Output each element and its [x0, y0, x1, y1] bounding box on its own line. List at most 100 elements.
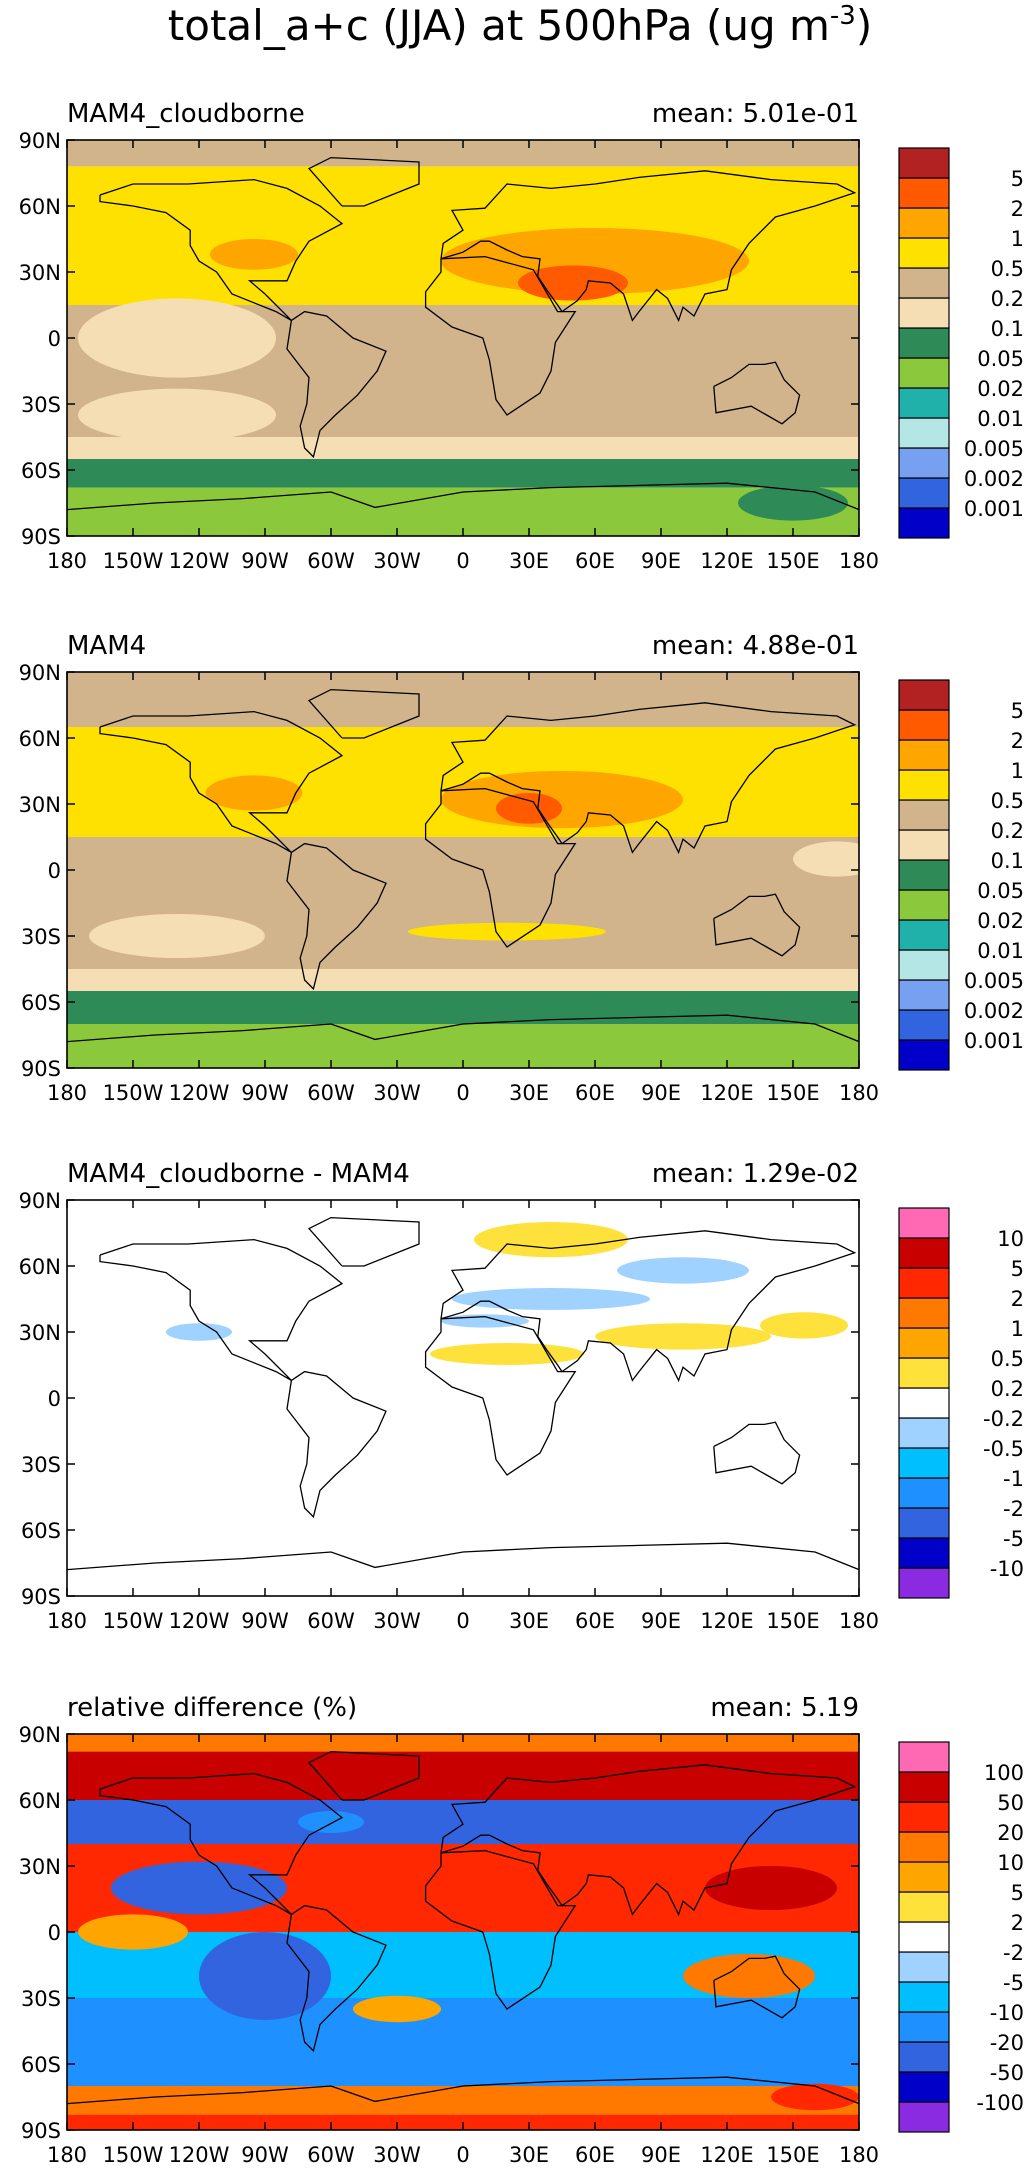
colorbar-label: 0.02 [977, 909, 1024, 933]
lon-label: 30W [373, 2143, 421, 2167]
lat-label: 0 [48, 859, 61, 883]
field-band [67, 1751, 859, 1800]
coastline [713, 1421, 801, 1485]
colorbar-swatch [898, 237, 950, 269]
colorbar-label: 0.1 [991, 317, 1024, 341]
colorbar-label: 2 [1011, 1287, 1024, 1311]
panels: MAM4_cloudborne mean: 5.01e-01 90N 60N 30N 0 3… [19, 99, 1024, 2167]
colorbar-label: 0.001 [964, 497, 1024, 521]
panel-label: MAM4_cloudborne - MAM4 [67, 1159, 410, 1189]
lon-label: 0 [456, 1609, 469, 1633]
colorbar-label: 100 [984, 1761, 1024, 1785]
colorbar-swatch [898, 1981, 950, 2013]
colorbar-label: 5 [1011, 1881, 1024, 1905]
colorbar-label: 0.01 [977, 407, 1024, 431]
colorbar-swatch [898, 1771, 950, 1803]
field-band [67, 1800, 859, 1844]
colorbar-label: -2 [1003, 1497, 1024, 1521]
colorbar-label: 10 [997, 1851, 1024, 1875]
lat-label: 30S [21, 1987, 61, 2011]
colorbar-swatch [898, 799, 950, 831]
colorbar-label: 2 [1011, 729, 1024, 753]
field-patch [595, 1323, 771, 1350]
colorbar-label: 0.5 [991, 257, 1024, 281]
colorbar-label: 0.001 [964, 1029, 1024, 1053]
colorbar-swatch [898, 1801, 950, 1833]
field-patch [617, 1257, 749, 1284]
coastline [307, 156, 420, 207]
colorbar-label: 0.2 [991, 819, 1024, 843]
lat-label: 90S [21, 2119, 61, 2143]
coastline [99, 178, 344, 321]
lon-label: 60W [307, 549, 355, 573]
panel-label: MAM4_cloudborne [67, 99, 305, 129]
coastline [67, 1542, 859, 1571]
lon-label: 90E [641, 549, 681, 573]
map-field [67, 672, 859, 1068]
lat-label: 60S [21, 2053, 61, 2077]
colorbar-swatch [898, 387, 950, 419]
colorbar-label: 0.002 [964, 467, 1024, 491]
field-patch [474, 1222, 628, 1258]
colorbar-swatch [898, 2041, 950, 2073]
panel-1: MAM4_cloudborne mean: 5.01e-01 90N 60N 30N 0 3… [19, 99, 1024, 573]
field-band [67, 1998, 859, 2086]
coastline [424, 1315, 577, 1476]
lon-label: 60E [575, 2143, 615, 2167]
field-band [67, 437, 859, 459]
field-patch [441, 771, 683, 829]
colorbar-label: 0.005 [964, 969, 1024, 993]
lon-label: 120E [700, 1081, 753, 1105]
lon-label: 60W [307, 1609, 355, 1633]
lon-label: 120W [169, 549, 230, 573]
colorbar-swatch [898, 829, 950, 861]
coastline [99, 1238, 344, 1381]
colorbar-label: -50 [990, 2061, 1024, 2085]
field-patch [199, 1932, 331, 2020]
coastline [713, 361, 801, 425]
colorbar-label: 5 [1011, 167, 1024, 191]
field-band [67, 991, 859, 1024]
panel-label: MAM4 [67, 631, 146, 661]
colorbar-label: 0.01 [977, 939, 1024, 963]
colorbar-swatch [898, 949, 950, 981]
lon-label: 30E [509, 1609, 549, 1633]
lon-label: 150W [103, 1081, 164, 1105]
field-patch [78, 1914, 188, 1950]
field-patch [78, 298, 276, 378]
colorbar-swatch [898, 1387, 950, 1419]
colorbar-label: 20 [997, 1821, 1024, 1845]
lon-label: 90E [641, 2143, 681, 2167]
field-band [67, 969, 859, 991]
colorbar-label: 1 [1011, 227, 1024, 251]
field-band [67, 2086, 859, 2115]
colorbar-label: -2 [1003, 1941, 1024, 1965]
field-patch [78, 388, 276, 442]
lat-label: 30S [21, 1453, 61, 1477]
colorbar-swatch [898, 1951, 950, 1983]
field-patch [111, 1861, 287, 1915]
lat-label: 60S [21, 991, 61, 1015]
lon-label: 90E [641, 1609, 681, 1633]
colorbar-swatch [898, 2011, 950, 2043]
lon-label: 30W [373, 549, 421, 573]
lon-label: 150E [766, 1609, 819, 1633]
colorbar-label: 10 [997, 1227, 1024, 1251]
lon-label: 120W [169, 2143, 230, 2167]
colorbar-swatch [898, 679, 950, 711]
colorbar-label: -5 [1003, 1527, 1024, 1551]
lon-label: 180 [839, 549, 879, 573]
colorbar-label: 50 [997, 1791, 1024, 1815]
field-patch [771, 2083, 859, 2111]
colorbar-label: -1 [1003, 1467, 1024, 1491]
lat-label: 60S [21, 1519, 61, 1543]
colorbar-swatch [898, 769, 950, 801]
field-band [67, 487, 859, 536]
lon-label: 90W [241, 1081, 289, 1105]
figure-title-close: ) [856, 1, 872, 50]
lon-label: 0 [456, 1081, 469, 1105]
colorbar-swatch [898, 1357, 950, 1389]
lon-label: 30E [509, 2143, 549, 2167]
map-field [67, 1734, 859, 2130]
colorbar-label: 0.5 [991, 1347, 1024, 1371]
